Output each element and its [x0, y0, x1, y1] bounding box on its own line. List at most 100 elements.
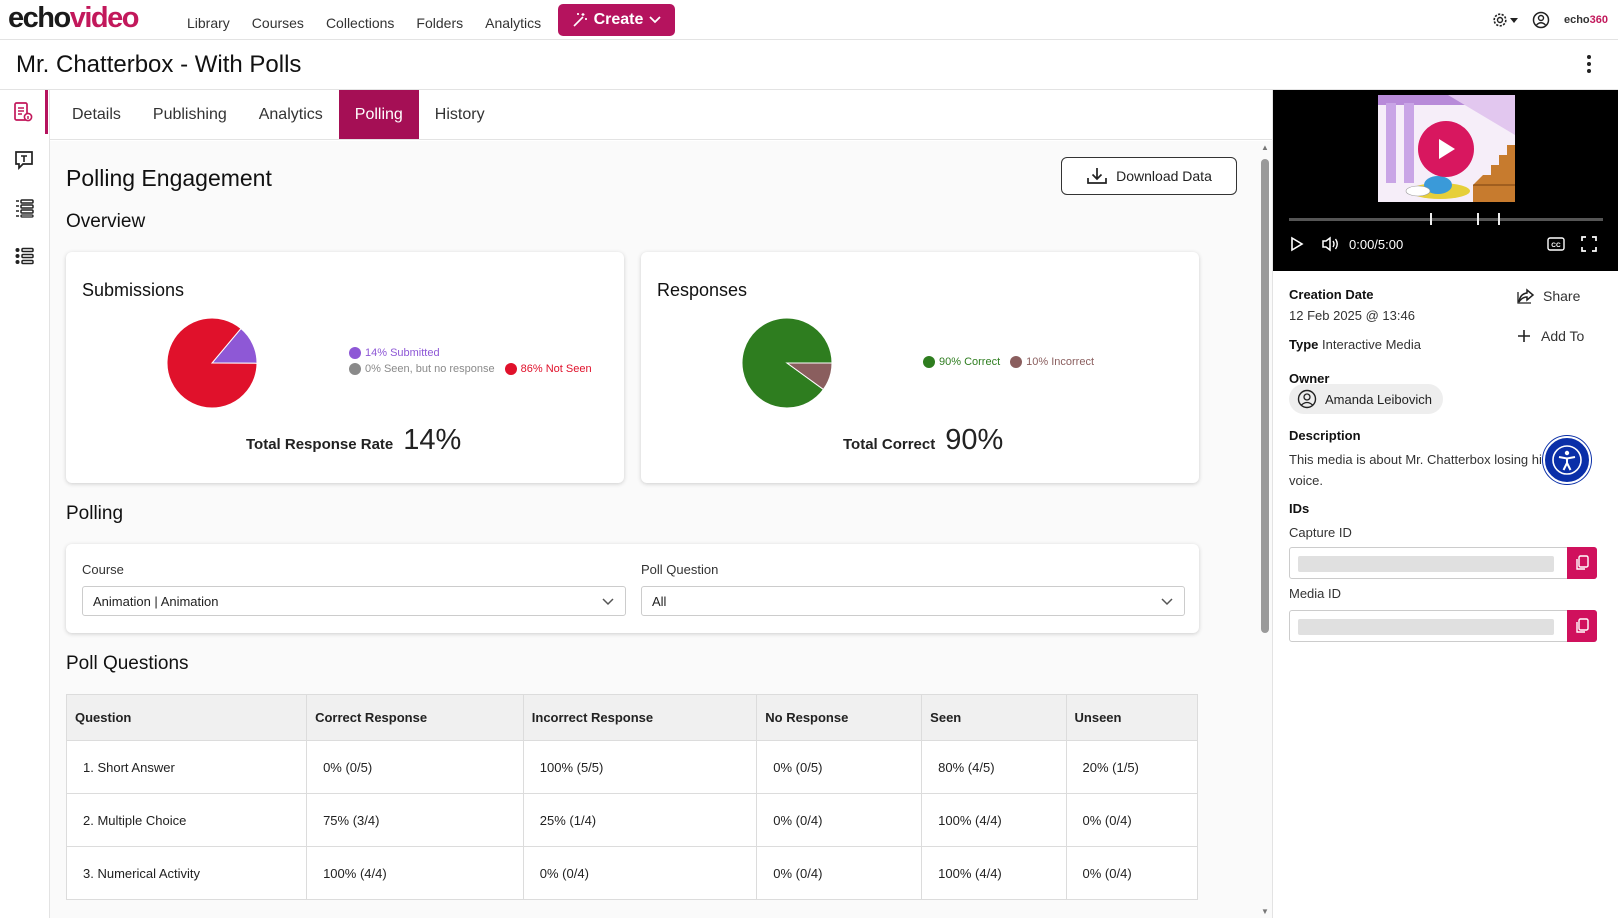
- nav-folders[interactable]: Folders: [416, 15, 464, 31]
- chapter-marker[interactable]: [1498, 213, 1500, 225]
- player-controls: 0:00/5:00 CC: [1289, 232, 1603, 256]
- play-button[interactable]: [1418, 121, 1474, 177]
- media-id-label: Media ID: [1289, 586, 1342, 601]
- table-row[interactable]: 2. Multiple Choice 75% (3/4) 25% (1/4) 0…: [65, 793, 1199, 847]
- nav-courses[interactable]: Courses: [251, 15, 304, 31]
- scrollbar-thumb[interactable]: [1261, 159, 1269, 633]
- column-header-correct[interactable]: Correct Response: [306, 694, 524, 741]
- pie-slice-not-seen[interactable]: [166, 317, 258, 409]
- closed-captions-icon[interactable]: CC: [1547, 237, 1565, 251]
- rail-transcript[interactable]: [0, 138, 48, 182]
- chapter-marker[interactable]: [1430, 213, 1432, 225]
- table-cell: 0% (0/5): [306, 740, 524, 794]
- main-scrollbar[interactable]: ▲ ▼: [1258, 141, 1272, 918]
- video-progress-bar[interactable]: [1289, 213, 1603, 225]
- nav-collections[interactable]: Collections: [325, 15, 395, 31]
- legend-not-seen: 86% Not Seen: [504, 363, 592, 375]
- table-cell: 0% (0/4): [756, 793, 923, 847]
- table-cell: 0% (0/4): [1065, 793, 1199, 847]
- poll-questions-heading: Poll Questions: [66, 653, 189, 674]
- rail-details[interactable]: [0, 90, 48, 134]
- ids-label: IDs: [1289, 501, 1310, 516]
- create-button[interactable]: Create: [558, 4, 675, 36]
- pie-slice-incorrect[interactable]: [785, 362, 833, 391]
- copy-icon: [1576, 618, 1589, 633]
- total-response-rate: Total Response Rate 14%: [246, 424, 461, 457]
- rail-chapters[interactable]: [0, 186, 48, 230]
- volume-icon[interactable]: [1321, 236, 1341, 252]
- media-details-panel: 0:00/5:00 CC Creation Date 12 Feb 2025 @…: [1272, 90, 1618, 918]
- share-button[interactable]: Share: [1517, 288, 1580, 304]
- chevron-down-icon: [1161, 598, 1173, 606]
- owner-chip[interactable]: Amanda Leibovich: [1289, 384, 1443, 414]
- table-row[interactable]: 3. Numerical Activity 100% (4/4) 0% (0/4…: [65, 846, 1199, 900]
- copy-icon: [1576, 555, 1589, 570]
- polling-filters-card: Course Animation | Animation Poll Questi…: [66, 544, 1199, 633]
- nav-analytics[interactable]: Analytics: [485, 15, 542, 31]
- legend-seen-no-response: 0% Seen, but no response: [349, 363, 495, 375]
- accessibility-icon: [1552, 445, 1582, 475]
- total-correct-value: 90%: [945, 424, 1004, 456]
- table-cell: 0% (0/4): [1065, 846, 1199, 900]
- column-header-incorrect[interactable]: Incorrect Response: [522, 694, 758, 741]
- video-thumbnail: [1378, 95, 1515, 202]
- column-header-unseen[interactable]: Unseen: [1065, 694, 1199, 741]
- logo-accent-text: video: [69, 2, 140, 34]
- chapter-marker[interactable]: [1477, 213, 1479, 225]
- total-correct: Total Correct 90%: [843, 424, 1003, 457]
- settings-menu[interactable]: [1492, 12, 1518, 28]
- type-row: Type Interactive Media: [1289, 337, 1421, 352]
- copy-capture-id-button[interactable]: [1567, 547, 1597, 579]
- media-id-redacted: [1298, 619, 1554, 635]
- copy-media-id-button[interactable]: [1567, 610, 1597, 642]
- submissions-legend: 14% Submitted 0% Seen, but no response 8…: [349, 347, 619, 379]
- top-right-tools: echo360: [1492, 0, 1608, 40]
- playback-time: 0:00/5:00: [1349, 236, 1404, 252]
- responses-legend: 90% Correct 10% Incorrect: [923, 356, 1193, 372]
- more-options-icon[interactable]: [1586, 54, 1592, 78]
- play-small-icon[interactable]: [1289, 236, 1305, 252]
- submitted-swatch: [349, 347, 361, 359]
- legend-correct-label: 90% Correct: [939, 356, 1001, 368]
- add-to-button[interactable]: Add To: [1517, 328, 1584, 344]
- legend-submitted-label: 14% Submitted: [365, 347, 440, 359]
- column-header-seen[interactable]: Seen: [921, 694, 1067, 741]
- echovideo-logo[interactable]: echovideo: [8, 2, 140, 35]
- description-label: Description: [1289, 428, 1361, 443]
- tab-polling[interactable]: Polling: [338, 90, 419, 139]
- course-select[interactable]: Animation | Animation: [82, 586, 626, 616]
- course-label: Course: [82, 562, 124, 577]
- scroll-down-icon[interactable]: ▼: [1261, 907, 1269, 916]
- tab-publishing[interactable]: Publishing: [152, 105, 227, 123]
- capture-id-label: Capture ID: [1289, 525, 1352, 540]
- fullscreen-icon[interactable]: [1581, 236, 1597, 252]
- gear-icon: [1493, 13, 1507, 27]
- tab-analytics[interactable]: Analytics: [258, 105, 323, 123]
- tab-history[interactable]: History: [434, 105, 485, 123]
- download-data-button[interactable]: Download Data: [1061, 157, 1237, 195]
- column-header-question[interactable]: Question: [65, 694, 308, 741]
- scroll-up-icon[interactable]: ▲: [1261, 143, 1269, 152]
- capture-id-field[interactable]: [1289, 547, 1597, 579]
- owner-name: Amanda Leibovich: [1325, 391, 1432, 407]
- accessibility-button[interactable]: [1543, 436, 1591, 484]
- tab-details[interactable]: Details: [72, 105, 121, 123]
- media-id-field[interactable]: [1289, 610, 1597, 642]
- caret-down-icon: [1509, 17, 1518, 23]
- poll-question-select[interactable]: All: [641, 586, 1185, 616]
- media-title-bar: Mr. Chatterbox - With Polls: [0, 40, 1618, 90]
- table-cell: 75% (3/4): [306, 793, 524, 847]
- download-icon: [1087, 168, 1107, 184]
- nav-library[interactable]: Library: [187, 15, 230, 31]
- rail-interactions[interactable]: [0, 234, 48, 278]
- table-cell: 100% (4/4): [306, 846, 524, 900]
- total-response-rate-value: 14%: [403, 424, 462, 456]
- table-row[interactable]: 1. Short Answer 0% (0/5) 100% (5/5) 0% (…: [65, 740, 1199, 794]
- table-cell: 100% (4/4): [921, 846, 1067, 900]
- create-label: Create: [593, 11, 644, 28]
- video-player[interactable]: 0:00/5:00 CC: [1273, 90, 1618, 271]
- user-account-icon[interactable]: [1532, 11, 1550, 29]
- column-header-no-response[interactable]: No Response: [756, 694, 923, 741]
- table-cell: 20% (1/5): [1065, 740, 1199, 794]
- table-cell: 80% (4/5): [921, 740, 1067, 794]
